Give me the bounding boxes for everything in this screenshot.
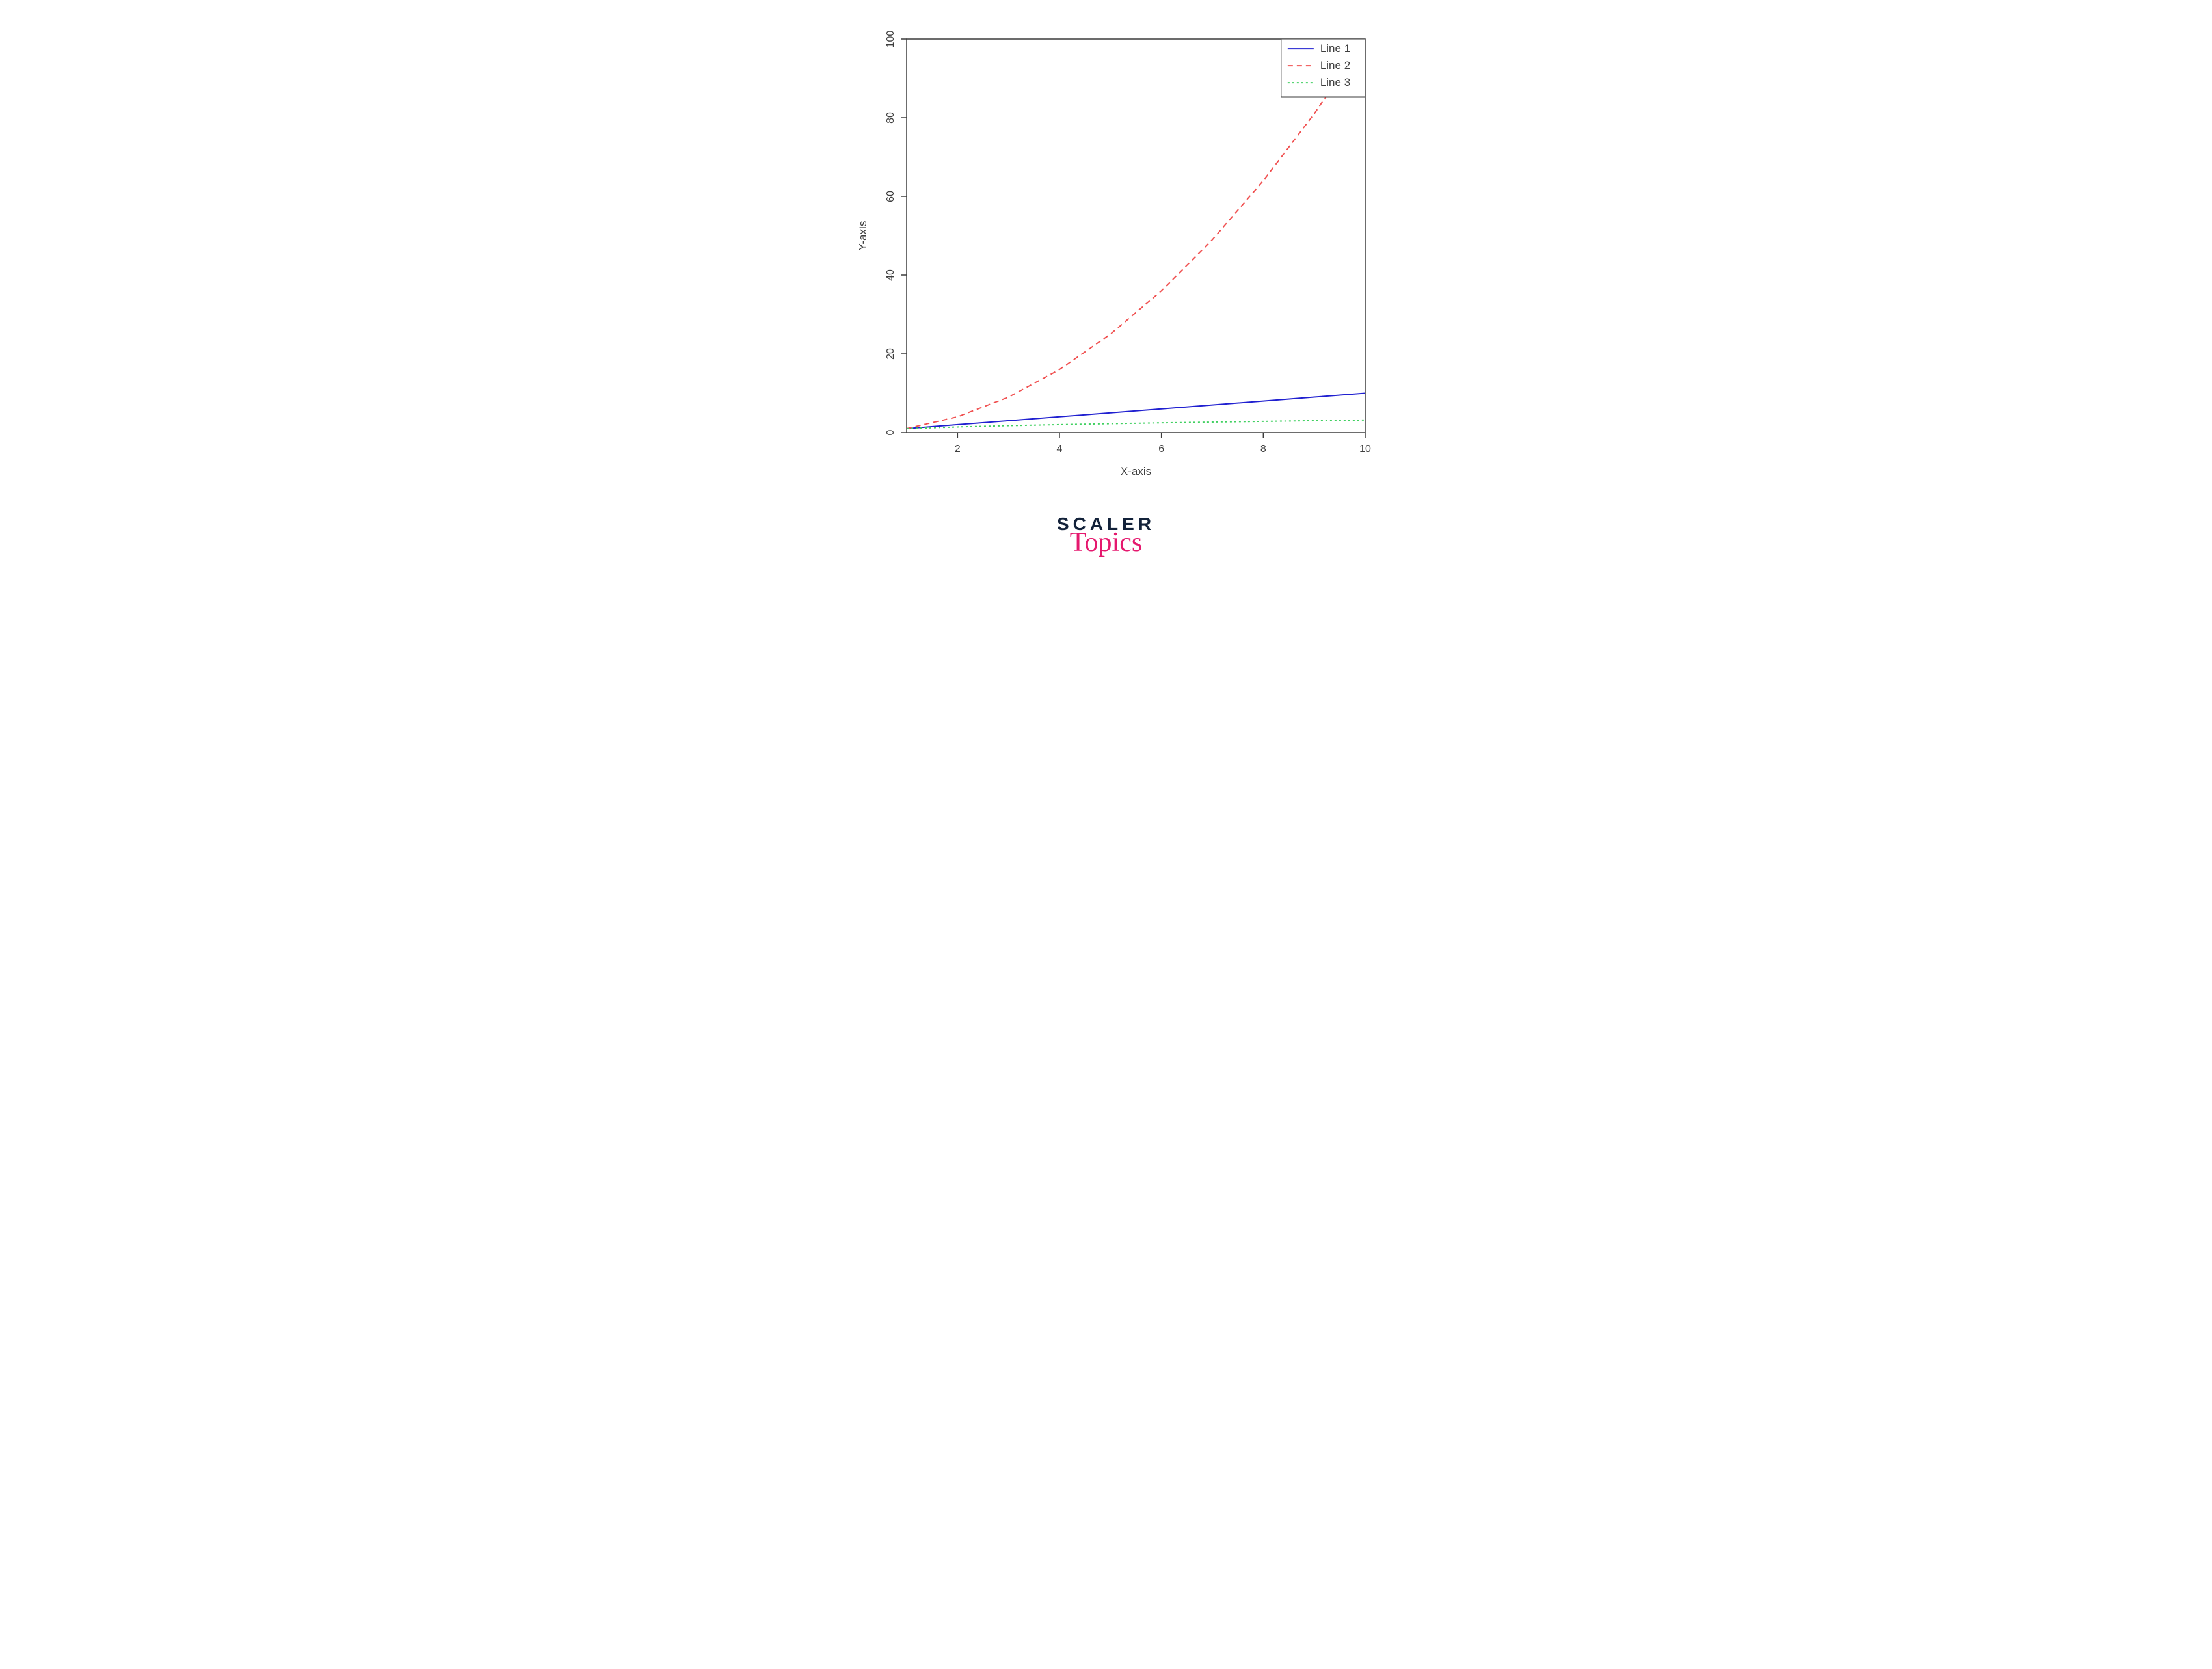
svg-text:100: 100 [885,31,896,48]
svg-text:Y-axis: Y-axis [857,221,869,251]
svg-text:40: 40 [885,269,896,281]
svg-text:6: 6 [1158,444,1164,455]
svg-text:8: 8 [1260,444,1266,455]
svg-text:4: 4 [1057,444,1063,455]
svg-text:80: 80 [885,112,896,124]
svg-text:0: 0 [885,429,896,435]
line-chart: 246810020406080100X-axisY-axisLine 1Line… [845,26,1378,494]
logo-topics-text: Topics [1057,527,1155,558]
svg-text:60: 60 [885,191,896,202]
svg-text:Line 3: Line 3 [1320,76,1350,88]
svg-text:10: 10 [1359,444,1371,455]
svg-text:X-axis: X-axis [1121,465,1151,477]
svg-text:2: 2 [955,444,961,455]
svg-text:Line 2: Line 2 [1320,59,1350,72]
chart-container: 246810020406080100X-axisY-axisLine 1Line… [845,26,1378,494]
svg-text:20: 20 [885,348,896,360]
brand-logo: SCALER Topics [1057,514,1155,558]
svg-text:Line 1: Line 1 [1320,42,1350,55]
page: 246810020406080100X-axisY-axisLine 1Line… [695,0,1517,620]
